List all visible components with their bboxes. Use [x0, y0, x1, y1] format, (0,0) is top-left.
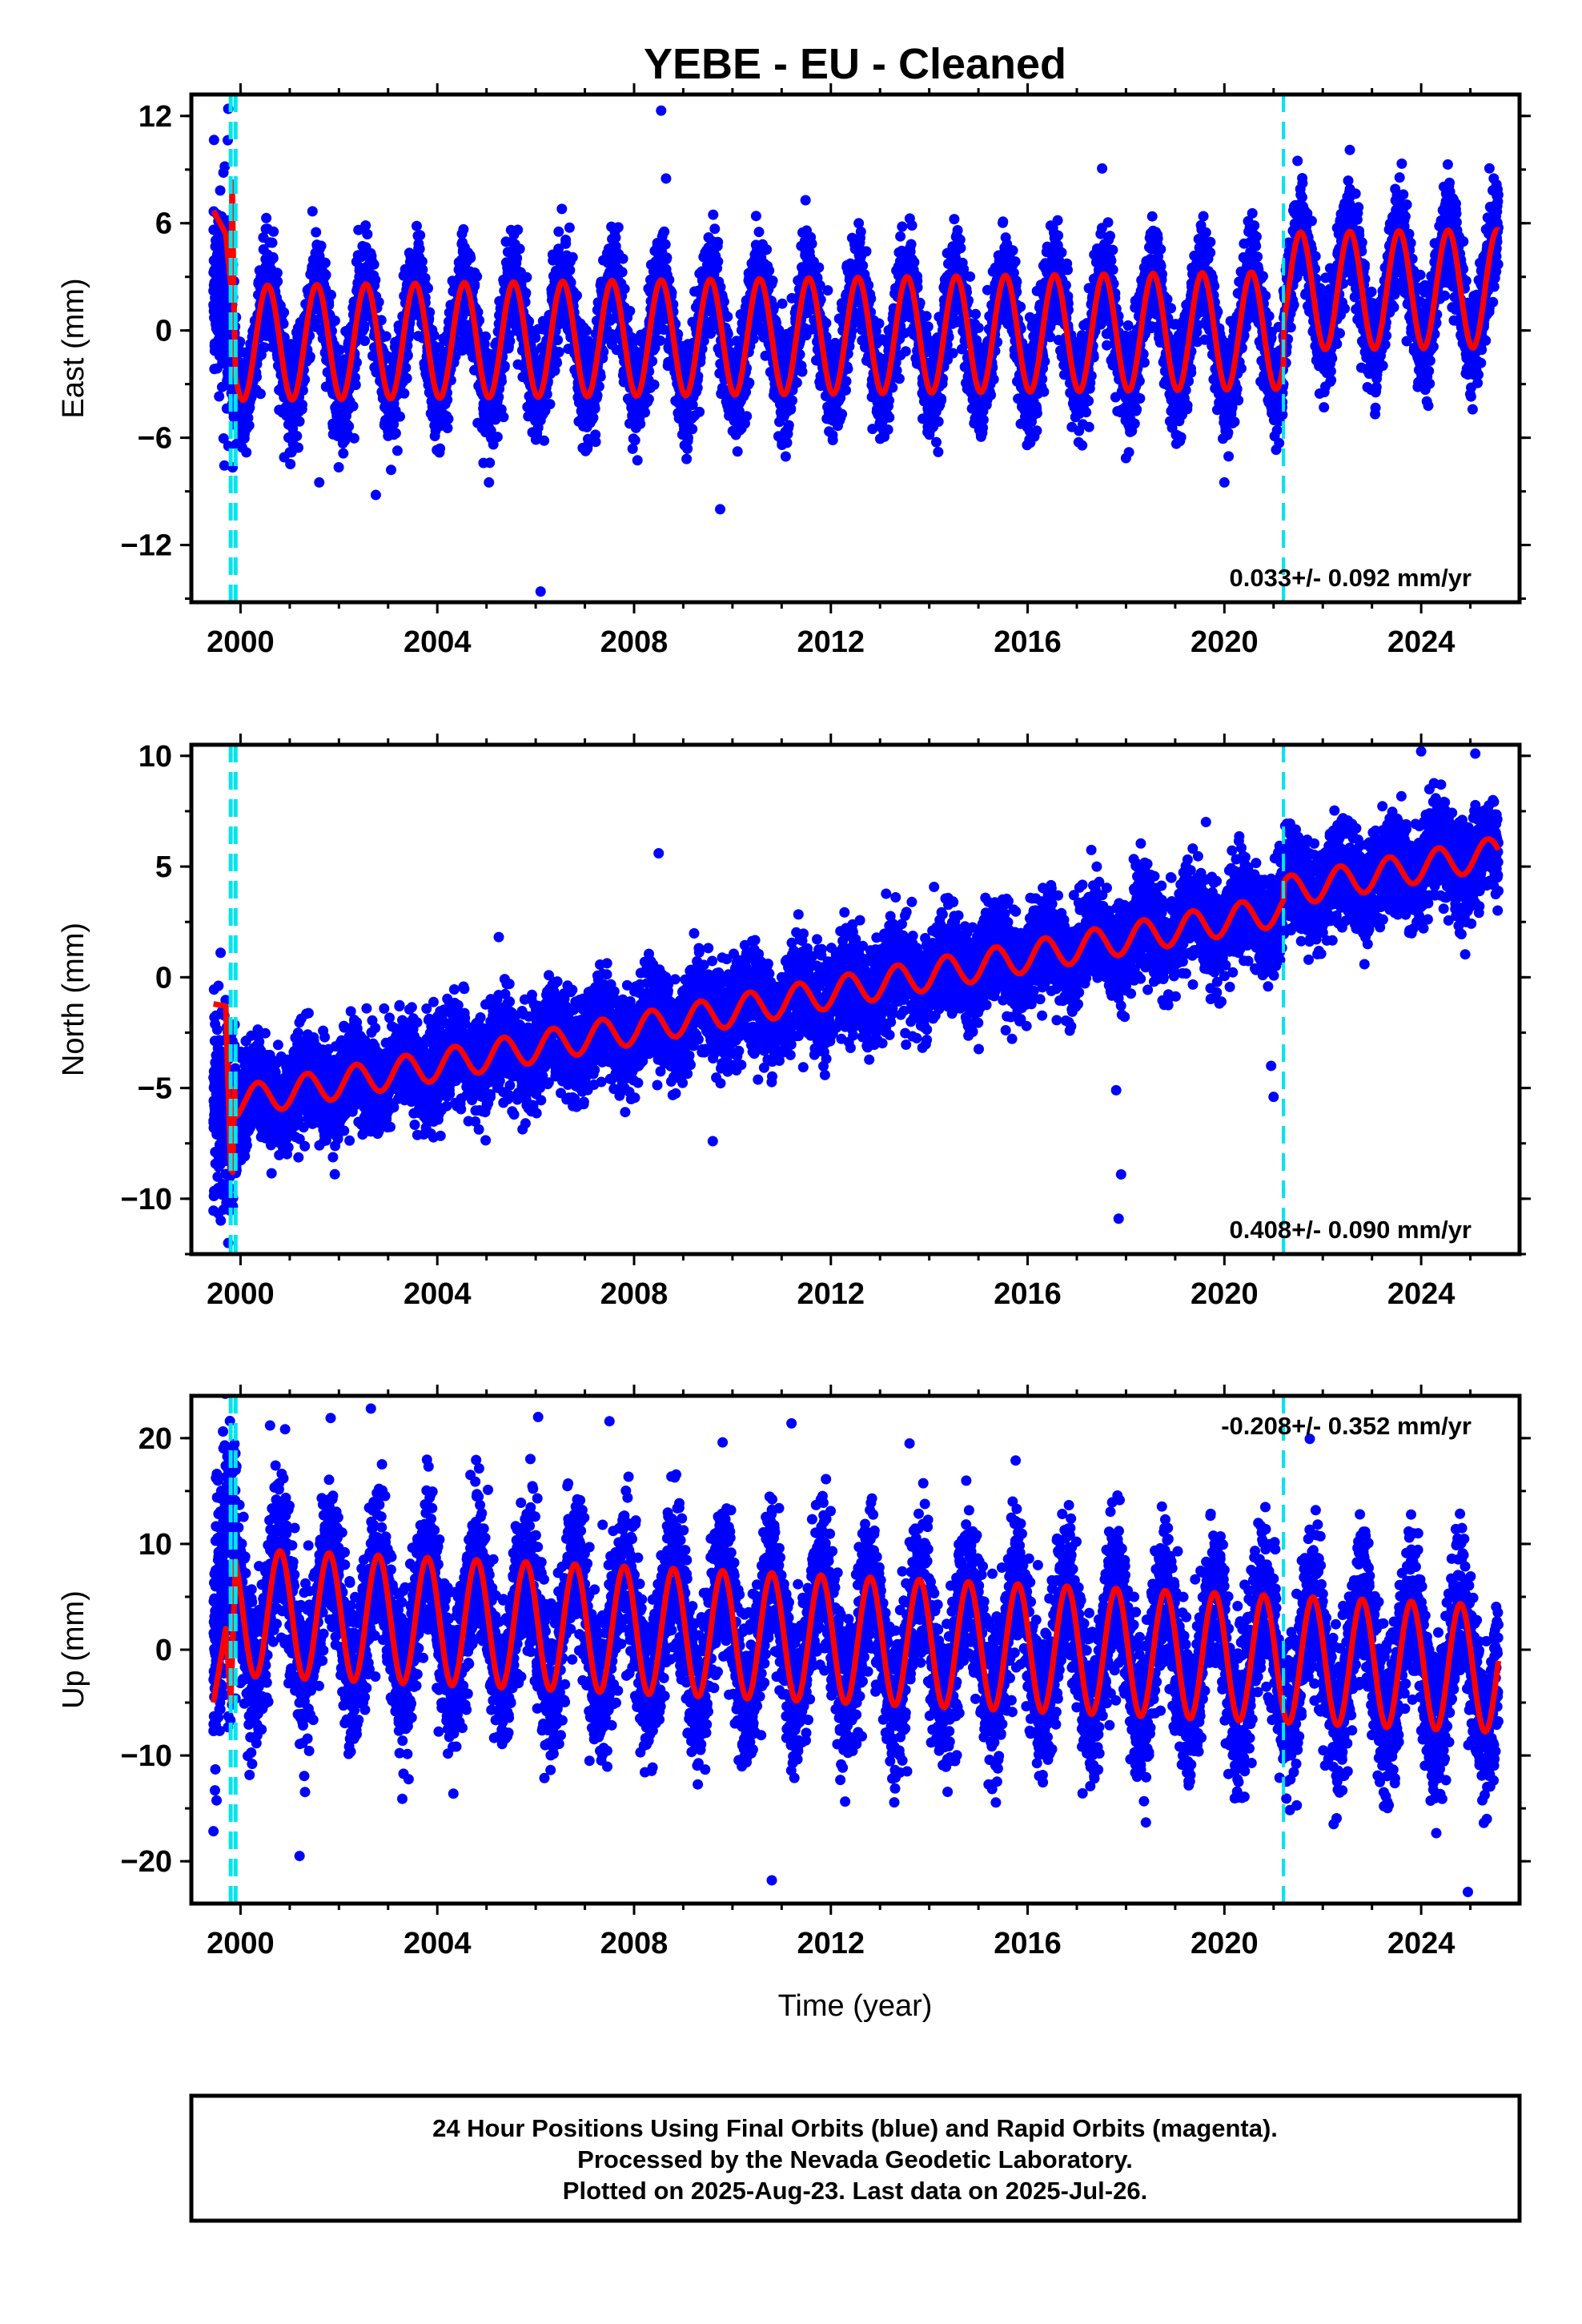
north-y-axis-title: North (mm) [57, 923, 90, 1076]
up-rate-label: -0.208+/- 0.352 mm/yr [1221, 1412, 1472, 1440]
east-rate-label: 0.033+/- 0.092 mm/yr [1230, 564, 1472, 592]
east-x-tick-label: 2004 [404, 625, 472, 659]
north-y-tick-label: 5 [155, 850, 172, 884]
east-y-tick-label: −6 [138, 422, 172, 456]
footer-box: 24 Hour Positions Using Final Orbits (bl… [191, 2096, 1520, 2221]
up-y-tick-label: −10 [121, 1739, 172, 1773]
x-axis-title: Time (year) [778, 1989, 933, 2023]
up-x-tick-label: 2008 [600, 1927, 669, 1960]
up-y-tick-label: 10 [139, 1528, 172, 1562]
east-x-tick-label: 2020 [1191, 625, 1259, 659]
chart-title: YEBE - EU - Cleaned [644, 40, 1066, 88]
east-x-tick-label: 2000 [207, 625, 275, 659]
north-y-tick-label: −10 [121, 1183, 172, 1216]
north-y-tick-label: −5 [138, 1072, 172, 1106]
footer-line-2: Processed by the Nevada Geodetic Laborat… [577, 2145, 1133, 2173]
up-y-axis-title: Up (mm) [57, 1590, 90, 1709]
up-x-tick-label: 2012 [797, 1927, 865, 1960]
north-x-tick-label: 2008 [600, 1277, 669, 1311]
east-y-axis-title: East (mm) [57, 278, 90, 418]
up-x-tick-label: 2016 [994, 1927, 1062, 1960]
up-y-tick-label: 20 [139, 1422, 172, 1456]
east-x-tick-label: 2024 [1387, 625, 1456, 659]
north-x-tick-label: 2024 [1387, 1277, 1456, 1311]
north-y-tick-label: 10 [139, 740, 172, 774]
north-x-tick-label: 2004 [404, 1277, 472, 1311]
up-x-tick-label: 2024 [1387, 1927, 1456, 1960]
north-panel: 2000 2004 2008 2012 2016 2020 2024 10 5 0 −5 −10 Nor… [57, 734, 1531, 1311]
east-panel: 2000 2004 2008 2012 2016 2020 2024 12 6 0 −6 −12 Eas… [57, 83, 1531, 659]
east-plot-area [208, 94, 1504, 602]
up-y-tick-label: −20 [121, 1845, 172, 1879]
footer-line-1: 24 Hour Positions Using Final Orbits (bl… [432, 2114, 1278, 2142]
east-y-tick-label: 0 [155, 315, 172, 348]
up-x-tick-label: 2020 [1191, 1927, 1259, 1960]
north-rate-label: 0.408+/- 0.090 mm/yr [1230, 1216, 1472, 1244]
up-panel: 2000 2004 2008 2012 2016 2020 2024 20 10 0 −10 −20 U… [57, 1337, 1531, 1960]
north-x-tick-label: 2000 [207, 1277, 275, 1311]
east-x-tick-label: 2016 [994, 625, 1062, 659]
up-x-tick-label: 2004 [404, 1927, 472, 1960]
north-y-tick-label: 0 [155, 961, 172, 995]
east-y-tick-label: 12 [139, 100, 172, 134]
east-x-tick-label: 2008 [600, 625, 669, 659]
east-y-tick-label: 6 [155, 207, 172, 241]
north-x-tick-label: 2020 [1191, 1277, 1259, 1311]
north-x-tick-label: 2012 [797, 1277, 865, 1311]
north-x-tick-label: 2016 [994, 1277, 1062, 1311]
footer-line-3: Plotted on 2025-Aug-23. Last data on 202… [563, 2177, 1147, 2205]
up-x-tick-label: 2000 [207, 1927, 275, 1960]
east-y-tick-label: −12 [121, 529, 172, 563]
up-y-tick-label: 0 [155, 1634, 172, 1667]
east-x-tick-label: 2012 [797, 625, 865, 659]
